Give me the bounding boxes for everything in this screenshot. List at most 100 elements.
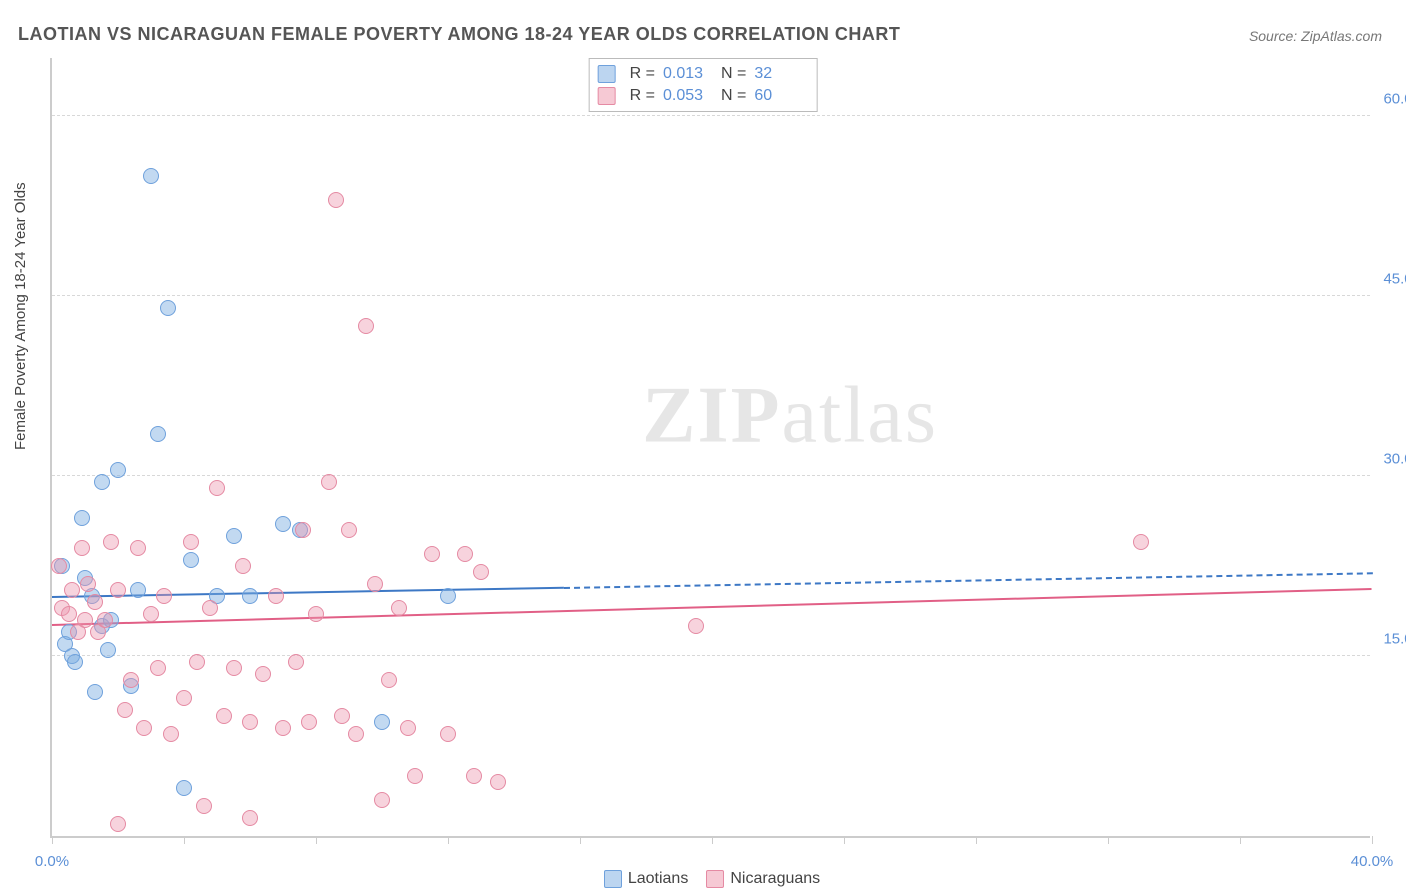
data-point-laotians: [150, 426, 166, 442]
data-point-nicaraguans: [110, 582, 126, 598]
x-tick: [580, 836, 581, 844]
data-point-nicaraguans: [202, 600, 218, 616]
data-point-laotians: [374, 714, 390, 730]
legend-row: R = 0.053 N = 60: [598, 85, 805, 107]
data-point-nicaraguans: [1133, 534, 1149, 550]
legend-swatch: [598, 87, 616, 105]
data-point-nicaraguans: [156, 588, 172, 604]
data-point-nicaraguans: [123, 672, 139, 688]
data-point-nicaraguans: [80, 576, 96, 592]
data-point-nicaraguans: [235, 558, 251, 574]
y-tick-label: 45.0%: [1383, 271, 1406, 288]
data-point-nicaraguans: [87, 594, 103, 610]
series-legend: Laotians Nicaraguans: [0, 870, 1406, 888]
data-point-nicaraguans: [407, 768, 423, 784]
data-point-nicaraguans: [358, 318, 374, 334]
data-point-nicaraguans: [457, 546, 473, 562]
chart-title: LAOTIAN VS NICARAGUAN FEMALE POVERTY AMO…: [18, 24, 900, 45]
x-tick: [1240, 836, 1241, 844]
x-tick: [976, 836, 977, 844]
data-point-nicaraguans: [400, 720, 416, 736]
x-tick: [52, 836, 53, 844]
y-axis-label: Female Poverty Among 18-24 Year Olds: [12, 182, 29, 450]
data-point-laotians: [130, 582, 146, 598]
data-point-nicaraguans: [275, 720, 291, 736]
data-point-nicaraguans: [334, 708, 350, 724]
n-value: 32: [754, 65, 804, 83]
data-point-nicaraguans: [242, 714, 258, 730]
legend-label: Nicaraguans: [730, 870, 820, 887]
data-point-nicaraguans: [117, 702, 133, 718]
data-point-laotians: [94, 474, 110, 490]
data-point-nicaraguans: [490, 774, 506, 790]
data-point-nicaraguans: [328, 192, 344, 208]
data-point-nicaraguans: [103, 534, 119, 550]
x-tick: [448, 836, 449, 844]
data-point-laotians: [74, 510, 90, 526]
x-tick: [1372, 836, 1373, 844]
data-point-nicaraguans: [391, 600, 407, 616]
data-point-nicaraguans: [189, 654, 205, 670]
data-point-laotians: [87, 684, 103, 700]
data-point-nicaraguans: [64, 582, 80, 598]
legend-swatch: [598, 65, 616, 83]
data-point-nicaraguans: [466, 768, 482, 784]
data-point-nicaraguans: [255, 666, 271, 682]
data-point-nicaraguans: [163, 726, 179, 742]
data-point-laotians: [110, 462, 126, 478]
r-value: 0.053: [663, 87, 713, 105]
data-point-nicaraguans: [473, 564, 489, 580]
watermark-bold: ZIP: [642, 371, 781, 459]
data-point-nicaraguans: [688, 618, 704, 634]
data-point-laotians: [226, 528, 242, 544]
data-point-nicaraguans: [97, 612, 113, 628]
r-label: R =: [630, 87, 655, 105]
source-attribution: Source: ZipAtlas.com: [1249, 28, 1382, 44]
data-point-nicaraguans: [341, 522, 357, 538]
data-point-nicaraguans: [136, 720, 152, 736]
data-point-nicaraguans: [424, 546, 440, 562]
legend-swatch: [604, 870, 622, 888]
data-point-laotians: [67, 654, 83, 670]
legend-swatch: [706, 870, 724, 888]
n-value: 60: [754, 87, 804, 105]
data-point-nicaraguans: [374, 792, 390, 808]
data-point-laotians: [440, 588, 456, 604]
data-point-nicaraguans: [226, 660, 242, 676]
y-tick-label: 15.0%: [1383, 631, 1406, 648]
legend-row: R =0.013N =32: [598, 63, 805, 85]
data-point-laotians: [275, 516, 291, 532]
data-point-nicaraguans: [74, 540, 90, 556]
regression-line-laotians: [52, 587, 564, 598]
watermark-light: atlas: [781, 371, 938, 459]
data-point-nicaraguans: [308, 606, 324, 622]
data-point-nicaraguans: [209, 480, 225, 496]
correlation-legend: R =0.013N =32 R = 0.053 N = 60: [589, 58, 818, 112]
data-point-nicaraguans: [242, 810, 258, 826]
data-point-laotians: [183, 552, 199, 568]
x-tick: [316, 836, 317, 844]
y-tick-label: 30.0%: [1383, 451, 1406, 468]
n-label: N =: [721, 87, 746, 105]
data-point-nicaraguans: [367, 576, 383, 592]
gridline: [52, 115, 1370, 116]
data-point-nicaraguans: [196, 798, 212, 814]
data-point-nicaraguans: [176, 690, 192, 706]
data-point-nicaraguans: [51, 558, 67, 574]
data-point-nicaraguans: [301, 714, 317, 730]
regression-line-laotians-extrapolated: [563, 572, 1372, 589]
gridline: [52, 655, 1370, 656]
x-tick: [844, 836, 845, 844]
x-tick-label: 0.0%: [35, 853, 69, 870]
data-point-nicaraguans: [216, 708, 232, 724]
data-point-nicaraguans: [348, 726, 364, 742]
data-point-laotians: [143, 168, 159, 184]
data-point-laotians: [176, 780, 192, 796]
data-point-nicaraguans: [130, 540, 146, 556]
x-tick: [184, 836, 185, 844]
data-point-nicaraguans: [381, 672, 397, 688]
data-point-laotians: [242, 588, 258, 604]
legend-label: Laotians: [628, 870, 689, 887]
data-point-nicaraguans: [110, 816, 126, 832]
gridline: [52, 475, 1370, 476]
